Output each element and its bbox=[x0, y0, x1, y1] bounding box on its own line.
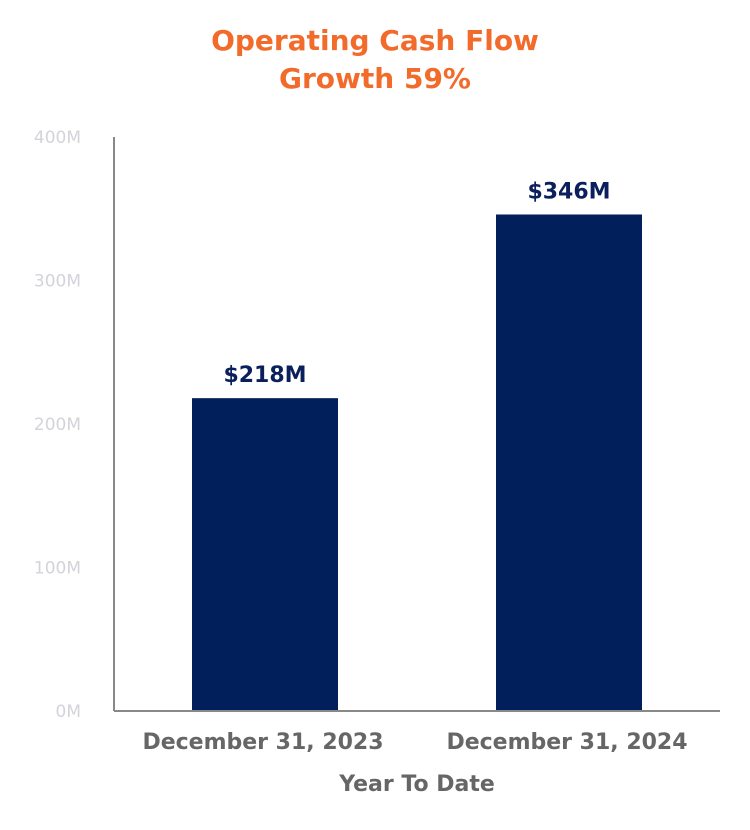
bar bbox=[496, 214, 642, 712]
bar-data-label: $218M bbox=[223, 363, 306, 388]
bar bbox=[192, 398, 338, 711]
chart-title-line-2: Growth 59% bbox=[279, 62, 471, 95]
chart-title-line-1: Operating Cash Flow bbox=[211, 24, 539, 57]
y-tick-label: 100M bbox=[34, 559, 81, 579]
chart-title: Operating Cash Flow Growth 59% bbox=[0, 22, 750, 98]
x-category-label: December 31, 2024 bbox=[446, 730, 687, 755]
y-tick-label: 400M bbox=[34, 128, 81, 148]
y-tick-label: 300M bbox=[34, 272, 81, 292]
bar-data-label: $346M bbox=[527, 179, 610, 204]
x-axis-title: Year To Date bbox=[338, 772, 495, 797]
y-tick-label: 0M bbox=[56, 702, 81, 722]
x-category-label: December 31, 2023 bbox=[142, 730, 383, 755]
y-tick-label: 200M bbox=[34, 415, 81, 435]
